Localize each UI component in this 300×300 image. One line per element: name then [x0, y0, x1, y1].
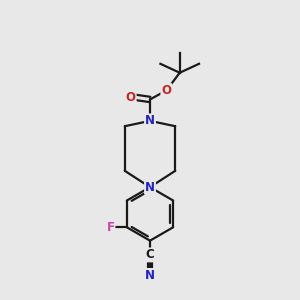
Text: C: C: [146, 248, 154, 261]
Text: N: N: [145, 181, 155, 194]
Text: F: F: [106, 221, 115, 234]
Text: O: O: [161, 84, 171, 97]
Text: N: N: [145, 114, 155, 128]
Text: O: O: [126, 91, 136, 103]
Text: N: N: [145, 269, 155, 282]
